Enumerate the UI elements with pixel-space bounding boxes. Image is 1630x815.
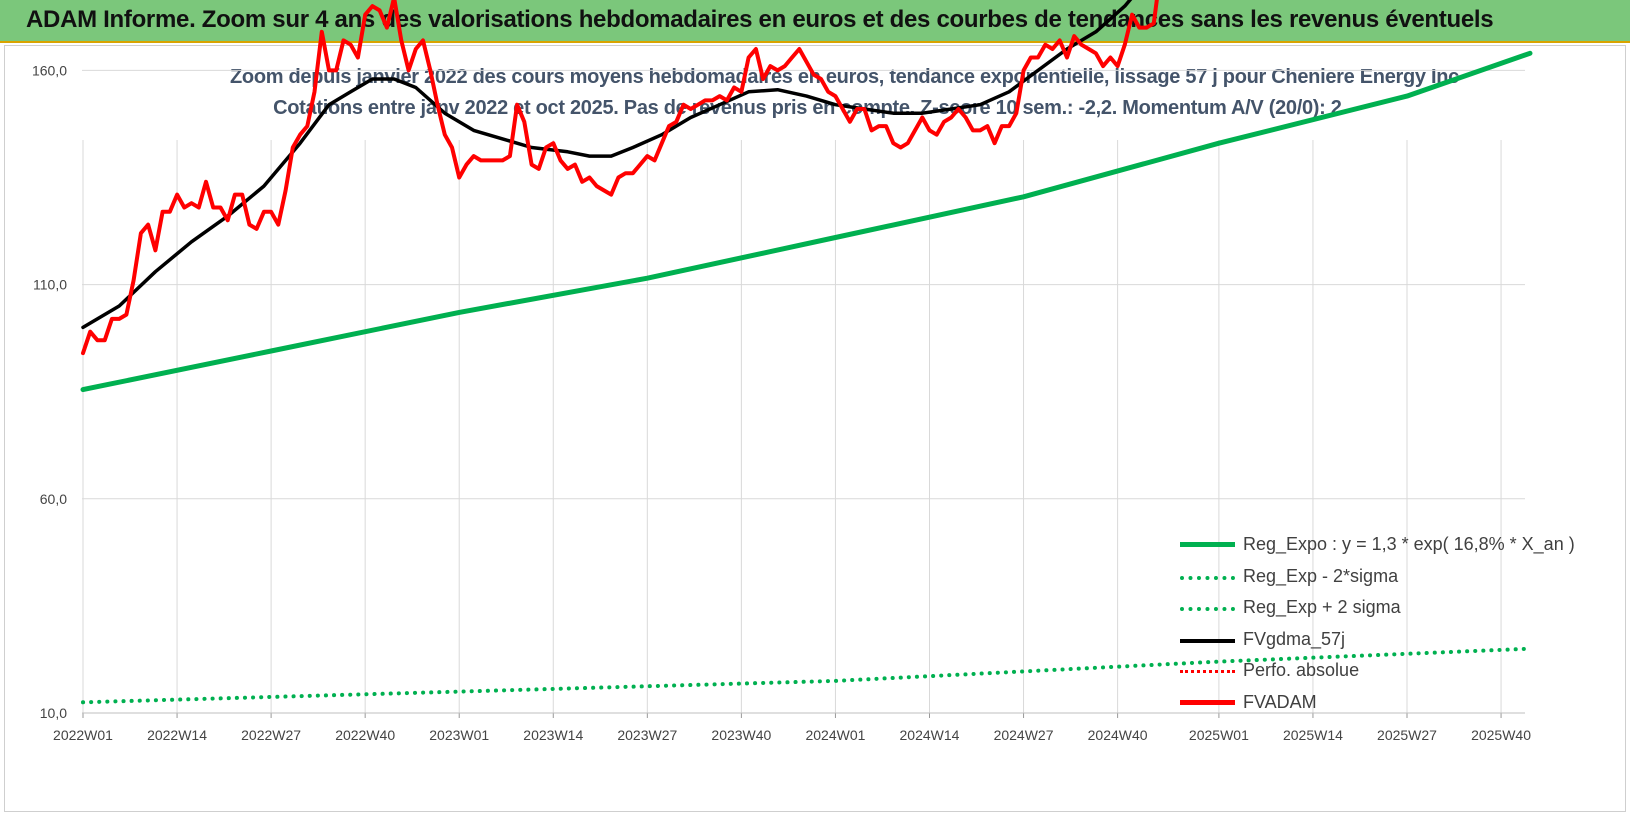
legend-swatch-solid-green <box>1180 542 1235 547</box>
y-tick-label: 160,0 <box>32 62 67 78</box>
legend-item-fvadam: FVADAM <box>1180 688 1580 720</box>
x-tick-label: 2025W27 <box>1377 727 1437 743</box>
series-reg-exp-minus-2sigma <box>81 646 1532 705</box>
report-title: ADAM Informe. Zoom sur 4 ans des valoris… <box>26 6 1494 33</box>
chart-frame <box>4 45 1626 812</box>
x-tick-label: 2023W27 <box>617 727 677 743</box>
x-tick-label: 2024W27 <box>994 727 1054 743</box>
legend-label: Reg_Exp - 2*sigma <box>1243 565 1399 586</box>
x-tick-label: 2022W27 <box>241 727 301 743</box>
series-fvadam <box>81 0 1159 356</box>
legend-swatch-solid-red <box>1180 699 1235 705</box>
x-tick-label: 2022W40 <box>335 727 395 743</box>
legend-label: FVADAM <box>1243 691 1317 712</box>
chart-subtitle: Cotations entre janv 2022 et oct 2025. P… <box>273 97 1347 119</box>
x-tick-label: 2024W01 <box>805 727 865 743</box>
legend-swatch-dotted-red <box>1180 670 1235 673</box>
x-tick-label: 2024W14 <box>900 727 960 743</box>
grid-lines <box>82 69 1525 718</box>
chart-legend: Reg_Expo : y = 1,3 * exp( 16,8% * X_an )… <box>1180 530 1580 719</box>
series-fvgdma-57j <box>81 0 1133 330</box>
x-tick-label: 2023W40 <box>711 727 771 743</box>
x-tick-label: 2022W14 <box>147 727 207 743</box>
y-tick-label: 10,0 <box>40 705 67 721</box>
legend-item-perfo: Perfo. absolue <box>1180 656 1580 688</box>
legend-item-reg-exp-plus: Reg_Exp + 2 sigma <box>1180 593 1580 625</box>
legend-item-reg-exp-minus: Reg_Exp - 2*sigma <box>1180 562 1580 594</box>
legend-swatch-dotted-green <box>1180 575 1235 580</box>
x-tick-label: 2022W01 <box>53 727 113 743</box>
legend-swatch-dotted-green <box>1180 607 1235 611</box>
x-tick-label: 2023W01 <box>429 727 489 743</box>
legend-label: Reg_Expo : y = 1,3 * exp( 16,8% * X_an ) <box>1243 534 1575 554</box>
report-header: ADAM Informe. Zoom sur 4 ans des valoris… <box>0 0 1630 43</box>
legend-label: FVgdma_57j <box>1243 628 1346 649</box>
x-axis-ticks: 2022W01 2022W14 2022W27 2022W40 2023W01 2023W… <box>53 727 1531 743</box>
legend-item-reg-expo: Reg_Expo : y = 1,3 * exp( 16,8% * X_an ) <box>1180 530 1580 562</box>
series-lines <box>80 0 1533 705</box>
legend-label: Perfo. absolue <box>1243 660 1360 680</box>
series-reg-expo <box>80 50 1533 393</box>
x-tick-label: 2025W40 <box>1471 727 1531 743</box>
legend-item-fvgdma: FVgdma_57j <box>1180 625 1580 657</box>
legend-label: Reg_Exp + 2 sigma <box>1243 597 1401 617</box>
x-tick-label: 2025W14 <box>1283 727 1343 743</box>
x-tick-label: 2024W40 <box>1088 727 1148 743</box>
x-tick-label: 2023W14 <box>523 727 583 743</box>
x-tick-label: 2025W01 <box>1189 727 1249 743</box>
y-tick-label: 60,0 <box>40 491 67 507</box>
chart-title: Zoom depuis janvier 2022 des cours moyen… <box>230 66 1459 88</box>
y-tick-label: 110,0 <box>33 277 67 293</box>
legend-swatch-solid-black <box>1180 638 1235 643</box>
